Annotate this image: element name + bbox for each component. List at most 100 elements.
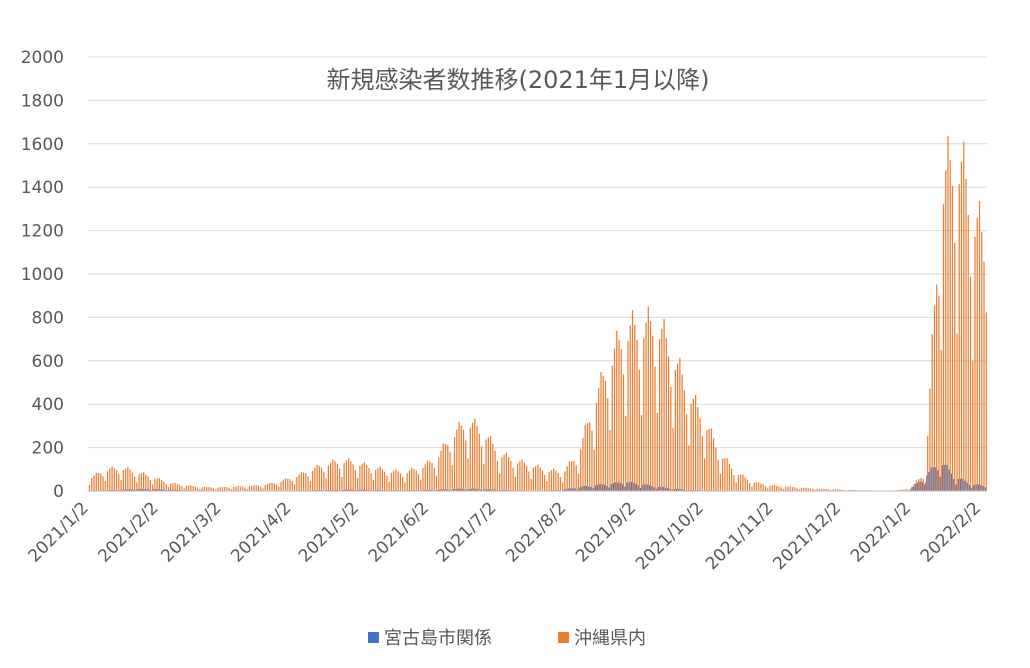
bar-okinawa <box>445 444 446 491</box>
bar-okinawa <box>968 215 969 491</box>
bar-okinawa <box>589 422 590 491</box>
bar-okinawa <box>758 482 759 491</box>
bar-okinawa <box>206 487 207 491</box>
bar-okinawa <box>972 361 973 491</box>
bar-okinawa <box>670 387 671 491</box>
legend-label-miyakojima: 宮古島市関係 <box>384 628 492 649</box>
bar-okinawa <box>114 468 115 491</box>
bar-okinawa <box>422 468 423 491</box>
bar-okinawa <box>488 437 489 491</box>
bar-okinawa <box>718 460 719 491</box>
bar-okinawa <box>945 170 946 491</box>
bar-miyakojima <box>579 487 580 491</box>
bar-miyakojima <box>946 465 947 491</box>
bar-okinawa <box>733 475 734 491</box>
bar-okinawa <box>731 469 732 491</box>
bar-okinawa <box>634 325 635 491</box>
bar-okinawa <box>384 472 385 491</box>
bar-okinawa <box>503 455 504 491</box>
bar-miyakojima <box>595 485 596 491</box>
bar-okinawa <box>283 480 284 491</box>
bar-okinawa <box>188 486 189 491</box>
bar-okinawa <box>591 430 592 491</box>
bar-miyakojima <box>976 485 977 491</box>
bar-okinawa <box>625 416 626 491</box>
bar-okinawa <box>616 331 617 491</box>
bar-okinawa <box>249 487 250 492</box>
bar-okinawa <box>220 487 221 491</box>
bar-okinawa <box>729 464 730 491</box>
bar-okinawa <box>256 486 257 491</box>
bar-okinawa <box>294 484 295 491</box>
bar-okinawa <box>618 340 619 491</box>
bar-okinawa <box>129 470 130 491</box>
bar-okinawa <box>562 482 563 491</box>
bar-okinawa <box>792 487 793 491</box>
bar-okinawa <box>157 478 158 491</box>
bar-okinawa <box>447 445 448 491</box>
bar-miyakojima <box>962 479 963 491</box>
bar-okinawa <box>366 465 367 491</box>
bar-miyakojima <box>942 465 943 491</box>
bar-miyakojima <box>917 483 918 491</box>
bar-okinawa <box>648 306 649 491</box>
bar-okinawa <box>492 444 493 491</box>
bar-okinawa <box>956 334 957 491</box>
bar-okinawa <box>706 430 707 491</box>
bar-okinawa <box>688 445 689 491</box>
bar-okinawa <box>325 479 326 491</box>
bar-okinawa <box>585 425 586 491</box>
bar-okinawa <box>512 468 513 491</box>
bar-okinawa <box>316 465 317 491</box>
bar-okinawa <box>461 426 462 491</box>
bar-okinawa <box>170 484 171 491</box>
bar-okinawa <box>632 310 633 491</box>
bar-okinawa <box>736 482 737 491</box>
bar-okinawa <box>668 356 669 491</box>
y-tick-label: 1400 <box>21 178 64 198</box>
bar-okinawa <box>100 474 101 491</box>
bar-okinawa <box>596 403 597 491</box>
bar-okinawa <box>357 478 358 491</box>
bar-okinawa <box>954 243 955 491</box>
bar-okinawa <box>544 475 545 491</box>
bar-okinawa <box>778 486 779 491</box>
bar-okinawa <box>497 461 498 491</box>
bar-okinawa <box>111 466 112 491</box>
bar-okinawa <box>436 476 437 491</box>
bar-okinawa <box>950 160 951 491</box>
bar-okinawa <box>211 488 212 491</box>
bar-okinawa <box>337 464 338 491</box>
bar-miyakojima <box>969 485 970 491</box>
bar-okinawa <box>681 374 682 491</box>
bar-okinawa <box>138 474 139 491</box>
bar-okinawa <box>179 485 180 491</box>
bar-okinawa <box>276 484 277 491</box>
bar-miyakojima <box>615 482 616 491</box>
bar-okinawa <box>501 457 502 491</box>
bar-okinawa <box>571 461 572 491</box>
bar-okinawa <box>652 336 653 491</box>
bar-okinawa <box>785 487 786 491</box>
bar-okinawa <box>147 477 148 491</box>
bar-okinawa <box>578 474 579 491</box>
bar-okinawa <box>344 463 345 491</box>
bar-okinawa <box>941 350 942 491</box>
bar-okinawa <box>161 480 162 491</box>
bar-okinawa <box>93 475 94 491</box>
bar-okinawa <box>102 476 103 491</box>
bar-miyakojima <box>960 479 961 491</box>
bar-okinawa <box>123 470 124 491</box>
y-tick-label: 400 <box>32 395 64 415</box>
bar-miyakojima <box>967 483 968 491</box>
bar-miyakojima <box>617 482 618 491</box>
bar-okinawa <box>702 436 703 491</box>
bar-okinawa <box>654 367 655 492</box>
bar-okinawa <box>398 471 399 491</box>
bar-okinawa <box>434 468 435 491</box>
bar-okinawa <box>517 463 518 491</box>
bar-okinawa <box>551 470 552 491</box>
bar-okinawa <box>531 479 532 491</box>
bar-okinawa <box>925 482 926 491</box>
bar-okinawa <box>684 390 685 491</box>
